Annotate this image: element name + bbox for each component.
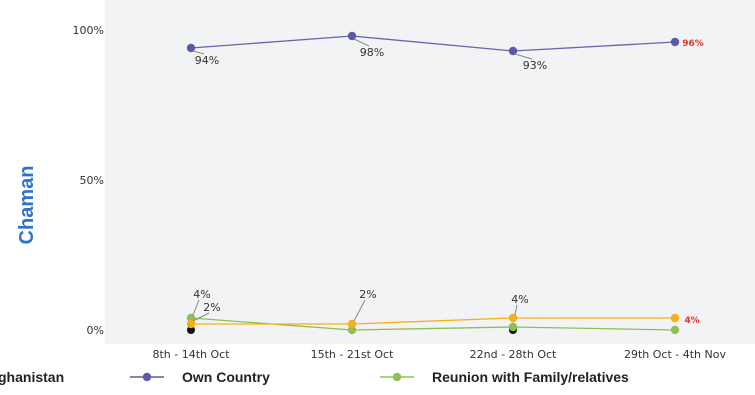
series-line	[190, 35, 676, 52]
legend-label: ghanistan	[0, 369, 64, 385]
data-point	[508, 322, 518, 332]
leader-line	[353, 299, 366, 322]
legend-marker	[142, 372, 152, 382]
data-label: 98%	[360, 46, 384, 59]
data-point	[670, 37, 680, 47]
data-point	[186, 43, 196, 53]
leader-line	[192, 312, 210, 322]
data-point	[508, 313, 518, 323]
leader-line	[353, 38, 370, 47]
data-label: 4%	[511, 293, 528, 306]
data-label: 96%	[682, 39, 704, 49]
data-point	[508, 46, 518, 56]
x-tick-label: 15th - 21st Oct	[311, 348, 394, 361]
data-label: 2%	[359, 288, 376, 301]
leader-line	[192, 50, 205, 55]
legend-item: Reunion with Family/relatives	[380, 369, 629, 385]
leader-line	[514, 304, 518, 316]
x-tick-label: 29th Oct - 4th Nov	[624, 348, 726, 361]
legend-item: ghanistan	[0, 369, 64, 385]
data-point	[670, 313, 680, 323]
side-title: Chaman	[16, 166, 38, 245]
legend-marker	[392, 372, 402, 382]
data-label: 4%	[684, 316, 699, 326]
plot-area	[105, 0, 755, 344]
data-point	[347, 325, 357, 335]
legend-label: Own Country	[182, 369, 270, 385]
legend-label: Reunion with Family/relatives	[432, 369, 629, 385]
data-point	[670, 325, 680, 335]
legend-item: Own Country	[130, 369, 270, 385]
y-tick-label: 50%	[80, 174, 104, 187]
x-tick-label: 22nd - 28th Oct	[470, 348, 557, 361]
data-label: 93%	[523, 59, 547, 72]
data-point	[347, 319, 357, 329]
data-point	[186, 313, 196, 323]
data-point	[347, 31, 357, 41]
leader-line	[192, 299, 200, 316]
x-tick-label: 8th - 14th Oct	[152, 348, 230, 361]
data-label: 2%	[203, 301, 220, 314]
data-point	[187, 326, 195, 334]
leader-line	[514, 53, 533, 60]
series-line	[191, 317, 675, 325]
series-2	[186, 313, 680, 329]
series-0	[186, 31, 680, 56]
y-tick-label: 100%	[73, 24, 104, 37]
data-label: 94%	[195, 54, 219, 67]
data-label: 4%	[193, 288, 210, 301]
data-point	[186, 319, 196, 329]
y-tick-label: 0%	[87, 324, 104, 337]
